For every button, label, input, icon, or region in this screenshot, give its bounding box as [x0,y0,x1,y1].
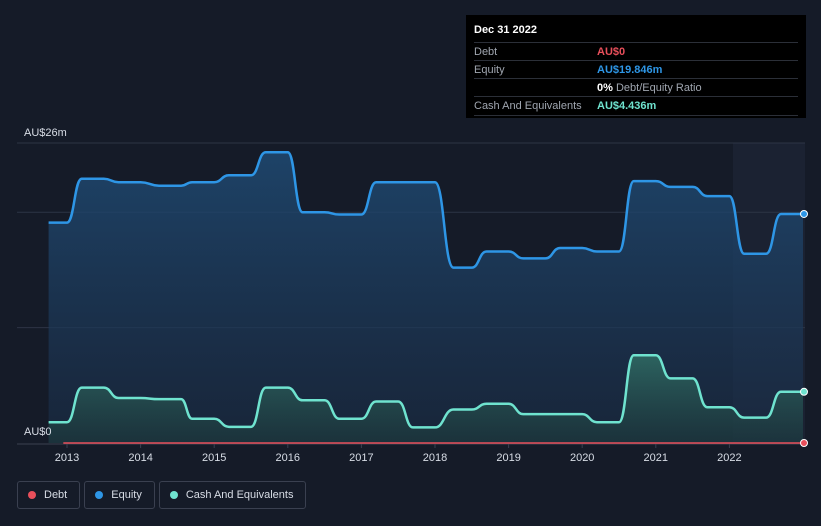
tooltip-row-debt: Debt AU$0 [474,42,798,60]
y-axis-bottom-label: AU$0 [24,426,52,438]
tooltip-equity-value: AU$19.846m [597,64,663,76]
legend-item-debt[interactable]: Debt [17,481,81,509]
tooltip-ratio-label: Debt/Equity Ratio [615,82,702,94]
legend-item-equity[interactable]: Equity [84,481,155,509]
legend-item-cash[interactable]: Cash And Equivalents [158,481,307,509]
equity-line [48,150,803,269]
tooltip-row-ratio: 0% Debt/Equity Ratio [474,78,798,96]
legend-cash-label: Cash And Equivalents [185,489,294,501]
tooltip-equity-label: Equity [474,64,505,76]
series-lines [48,150,803,444]
debt-end-marker [800,439,808,447]
y-axis-top-label: AU$26m [24,127,67,139]
x-tick-label: 2021 [644,452,668,464]
tooltip-ratio-value: 0% [597,82,613,94]
x-tick-label: 2020 [570,452,594,464]
series-areas [48,152,804,443]
tooltip-debt-value: AU$0 [597,46,626,58]
legend-debt-label: Debt [44,489,68,501]
equity-area [48,152,804,443]
tooltip-cash-value: AU$4.436m [597,100,657,112]
x-tick-label: 2022 [717,452,741,464]
end-markers [800,209,808,447]
x-tick-label: 2016 [276,452,300,464]
tooltip-date: Dec 31 2022 [474,24,537,36]
tooltip-panel: Dec 31 2022 Debt AU$0 Equity AU$19.846m … [466,15,806,118]
cash-end-marker [800,387,808,396]
x-tick-label: 2014 [128,452,152,464]
x-axis-ticks: 2013 2014 2015 2016 2017 2018 2019 2020 2021 2022 [55,444,742,464]
x-tick-label: 2019 [496,452,520,464]
cash-area [48,355,804,443]
tooltip-row-cash: Cash And Equivalents AU$4.436m [474,96,798,116]
equity-dot-icon [95,491,104,499]
tooltip-debt-label: Debt [474,46,498,58]
cash-line [48,354,803,429]
equity-end-marker [800,209,808,218]
x-tick-label: 2018 [423,452,447,464]
cash-dot-icon [169,491,178,499]
tooltip-row-equity: Equity AU$19.846m [474,60,798,78]
legend-equity-label: Equity [111,489,142,501]
tooltip-cash-label: Cash And Equivalents [474,100,582,112]
x-tick-label: 2017 [349,452,373,464]
legend: Debt Equity Cash And Equivalents [17,481,307,509]
x-tick-label: 2013 [55,452,79,464]
x-tick-label: 2015 [202,452,226,464]
debt-dot-icon [28,491,36,499]
